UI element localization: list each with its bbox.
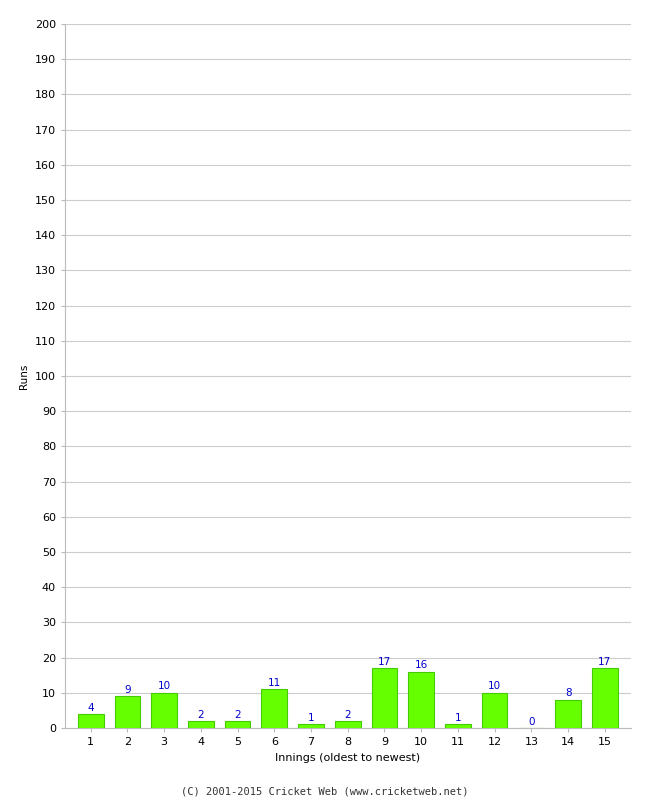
Text: 2: 2 [198,710,204,719]
Text: 4: 4 [87,702,94,713]
Text: (C) 2001-2015 Cricket Web (www.cricketweb.net): (C) 2001-2015 Cricket Web (www.cricketwe… [181,786,469,796]
Text: 17: 17 [378,657,391,666]
Text: 10: 10 [488,682,501,691]
Bar [151,693,177,728]
Bar [261,690,287,728]
Bar [225,721,250,728]
Text: 1: 1 [454,713,462,723]
Bar [482,693,508,728]
Bar [188,721,214,728]
Bar [114,696,140,728]
Bar [555,700,581,728]
Bar [335,721,361,728]
Bar [78,714,103,728]
Y-axis label: Runs: Runs [20,363,29,389]
Text: 17: 17 [598,657,612,666]
Text: 11: 11 [268,678,281,688]
Bar [445,725,471,728]
Text: 9: 9 [124,685,131,695]
Bar [408,672,434,728]
Bar [298,725,324,728]
X-axis label: Innings (oldest to newest): Innings (oldest to newest) [275,753,421,762]
Bar [372,668,397,728]
Text: 10: 10 [157,682,171,691]
Text: 0: 0 [528,717,534,726]
Bar [592,668,617,728]
Text: 8: 8 [565,689,571,698]
Text: 2: 2 [344,710,351,719]
Text: 1: 1 [307,713,315,723]
Text: 2: 2 [234,710,241,719]
Text: 16: 16 [415,660,428,670]
